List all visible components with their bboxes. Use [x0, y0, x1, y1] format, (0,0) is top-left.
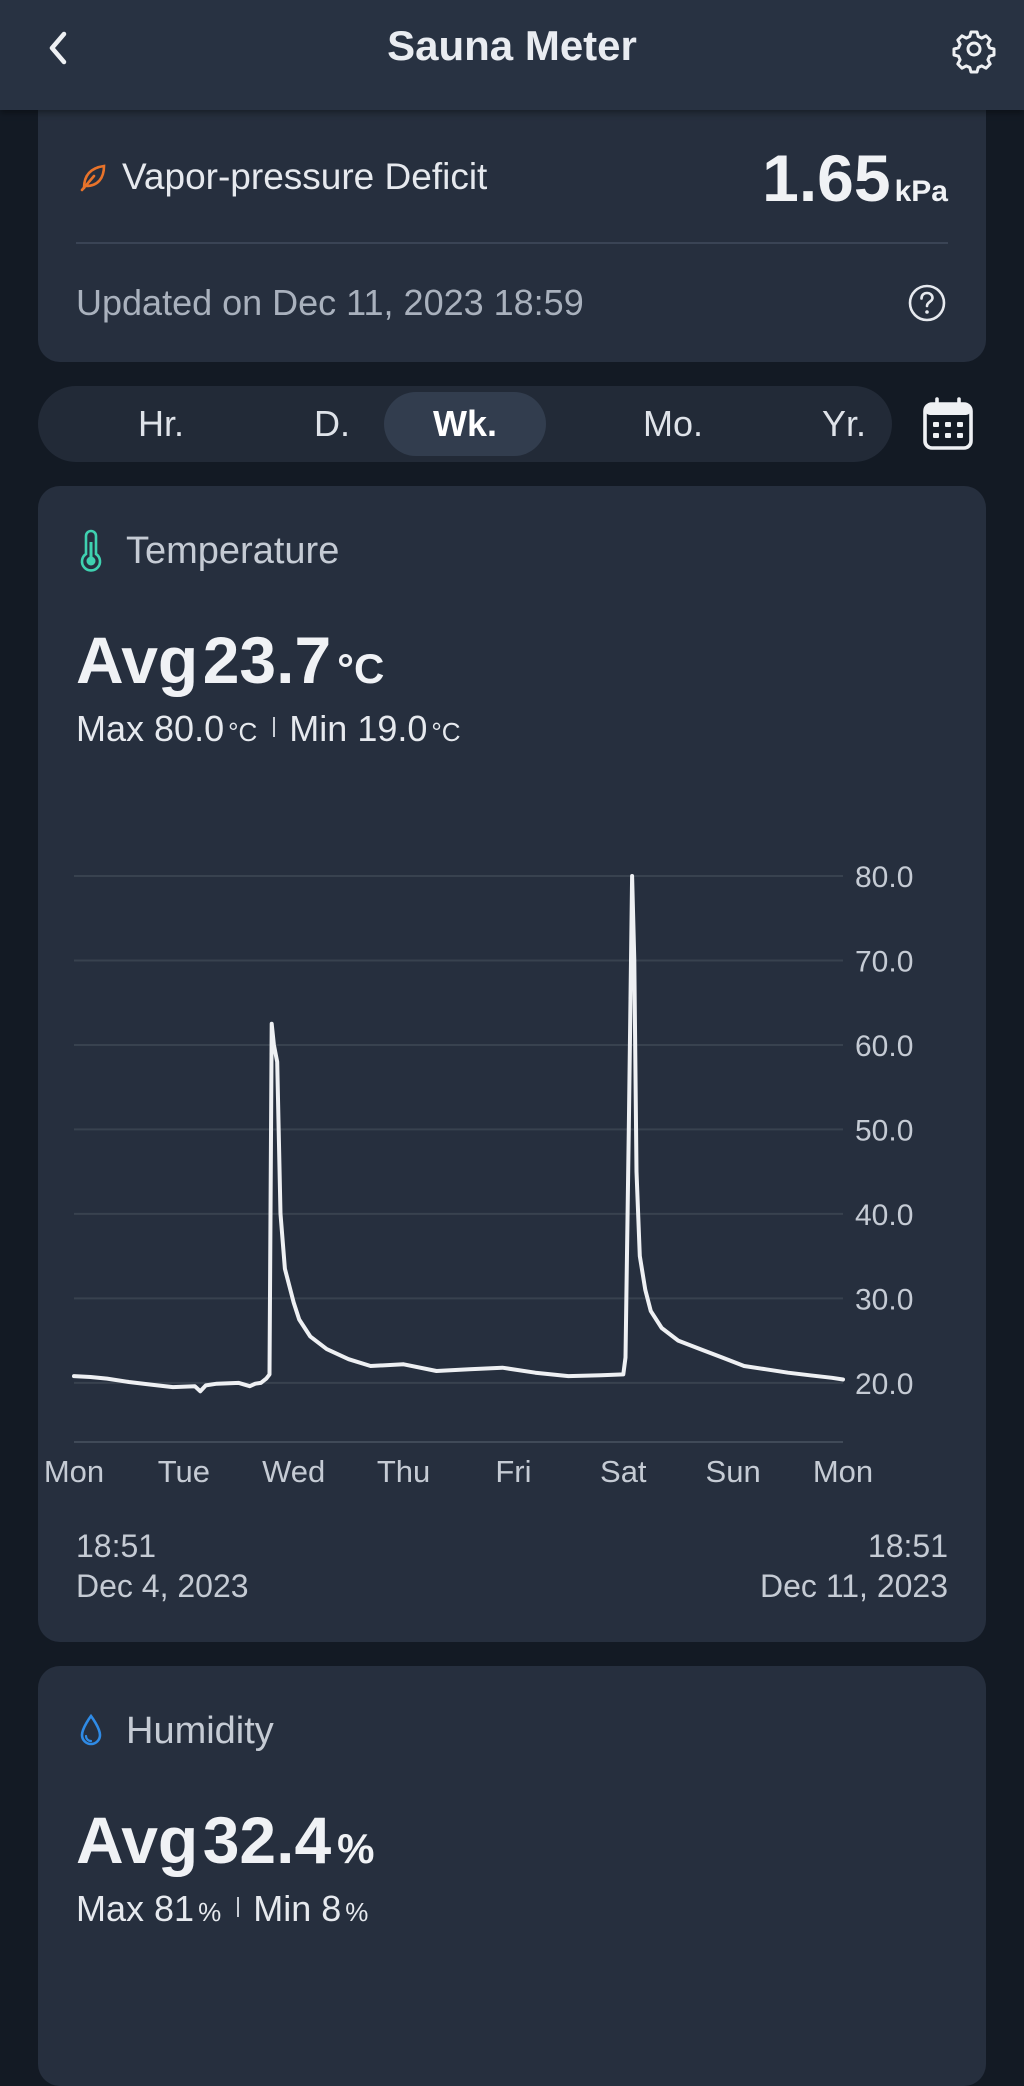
avg-unit: °C [337, 645, 385, 692]
divider [76, 242, 948, 244]
page-title: Sauna Meter [387, 22, 637, 69]
tab-week[interactable]: Wk. [384, 392, 546, 456]
x-tick-label: Thu [377, 1454, 430, 1489]
y-tick-label: 60.0 [855, 1030, 913, 1063]
max-label: Max [76, 1888, 145, 1929]
min-value: 8 [321, 1888, 342, 1929]
max-value: 80.0 [154, 708, 225, 749]
y-tick-label: 50.0 [855, 1114, 913, 1147]
water-drop-icon [80, 1713, 102, 1746]
gear-icon [952, 30, 996, 74]
thermometer-icon [80, 529, 102, 572]
calendar-button[interactable] [922, 396, 974, 452]
x-tick-label: Mon [44, 1454, 104, 1489]
x-tick-label: Sun [706, 1454, 761, 1489]
app-bar: Sauna Meter [0, 0, 1024, 110]
range-start-time: 18:51 [76, 1528, 157, 1564]
temperature-title: Temperature [126, 530, 340, 572]
min-label: Min [289, 708, 348, 749]
question-icon [908, 284, 946, 322]
temperature-max-min: Max 80.0 °C Min 19.0 °C [76, 708, 461, 750]
temperature-card: Temperature Avg 23.7 °C Max 80.0 °C Min 19.… [38, 486, 986, 1642]
vpd-label: Vapor-pressure Deficit [122, 156, 488, 197]
tab-month[interactable]: Mo. [642, 403, 703, 444]
leaf-icon [80, 164, 106, 192]
avg-label: Avg [76, 623, 199, 697]
avg-value: 23.7 [202, 623, 332, 697]
x-tick-label: Wed [262, 1454, 325, 1489]
vpd-unit: kPa [894, 175, 948, 208]
vpd-card: Vapor-pressure Deficit 1.65 kPa Updated o… [38, 80, 986, 362]
temperature-chart: 80.0 70.0 60.0 50.0 40.0 30.0 20.0 Mon Tue Wed Thu… [44, 861, 914, 1489]
humidity-title: Humidity [126, 1710, 274, 1752]
period-selector: Hr. D. Wk. Mo. Yr. [38, 386, 892, 462]
vpd-row: Vapor-pressure Deficit 1.65 kPa [76, 140, 948, 220]
max-value: 81 [154, 1888, 195, 1929]
humidity-avg: Avg 32.4% [76, 1802, 375, 1878]
x-tick-label: Mon [813, 1454, 873, 1489]
tab-day[interactable]: D. [314, 403, 350, 444]
max-label: Max [76, 708, 145, 749]
range-end: 18:51 Dec 11, 2023 [760, 1526, 948, 1606]
vpd-value-group: 1.65 kPa [762, 140, 948, 216]
chevron-left-icon [49, 31, 67, 65]
range-end-date: Dec 11, 2023 [760, 1568, 948, 1604]
x-tick-label: Sat [600, 1454, 647, 1489]
min-label: Min [253, 1888, 312, 1929]
temperature-series-line [72, 874, 845, 1394]
y-tick-label: 70.0 [855, 945, 913, 978]
min-unit: % [345, 1897, 369, 1927]
x-tick-label: Fri [495, 1454, 531, 1489]
temperature-avg: Avg 23.7 °C [76, 622, 384, 698]
y-tick-label: 30.0 [855, 1283, 913, 1316]
vpd-value: 1.65 [762, 141, 891, 215]
updated-timestamp: Updated on Dec 11, 2023 18:59 [76, 282, 584, 323]
humidity-max-min: Max 81% Min 8% [76, 1888, 368, 1930]
y-tick-label: 80.0 [855, 861, 913, 894]
y-tick-label: 20.0 [855, 1368, 913, 1401]
range-start: 18:51 Dec 4, 2023 [76, 1526, 249, 1606]
calendar-icon [923, 397, 973, 450]
tab-hour[interactable]: Hr. [137, 403, 184, 444]
separator [273, 717, 276, 737]
back-button[interactable] [36, 20, 92, 76]
range-end-time: 18:51 [867, 1528, 948, 1564]
avg-value: 32.4 [202, 1803, 332, 1877]
max-unit: °C [228, 717, 258, 747]
min-unit: °C [431, 717, 461, 747]
x-tick-label: Tue [158, 1454, 210, 1489]
separator [237, 1897, 240, 1917]
humidity-card: Humidity Avg 32.4% Max 81% Min 8% [38, 1666, 986, 2086]
range-start-date: Dec 4, 2023 [76, 1568, 249, 1604]
help-button[interactable] [906, 282, 948, 324]
avg-unit: % [337, 1825, 375, 1872]
min-value: 19.0 [357, 708, 428, 749]
avg-label: Avg [76, 1803, 199, 1877]
y-tick-label: 40.0 [855, 1199, 913, 1232]
max-unit: % [198, 1897, 222, 1927]
tab-year[interactable]: Yr. [821, 403, 866, 444]
settings-button[interactable] [946, 20, 1002, 76]
